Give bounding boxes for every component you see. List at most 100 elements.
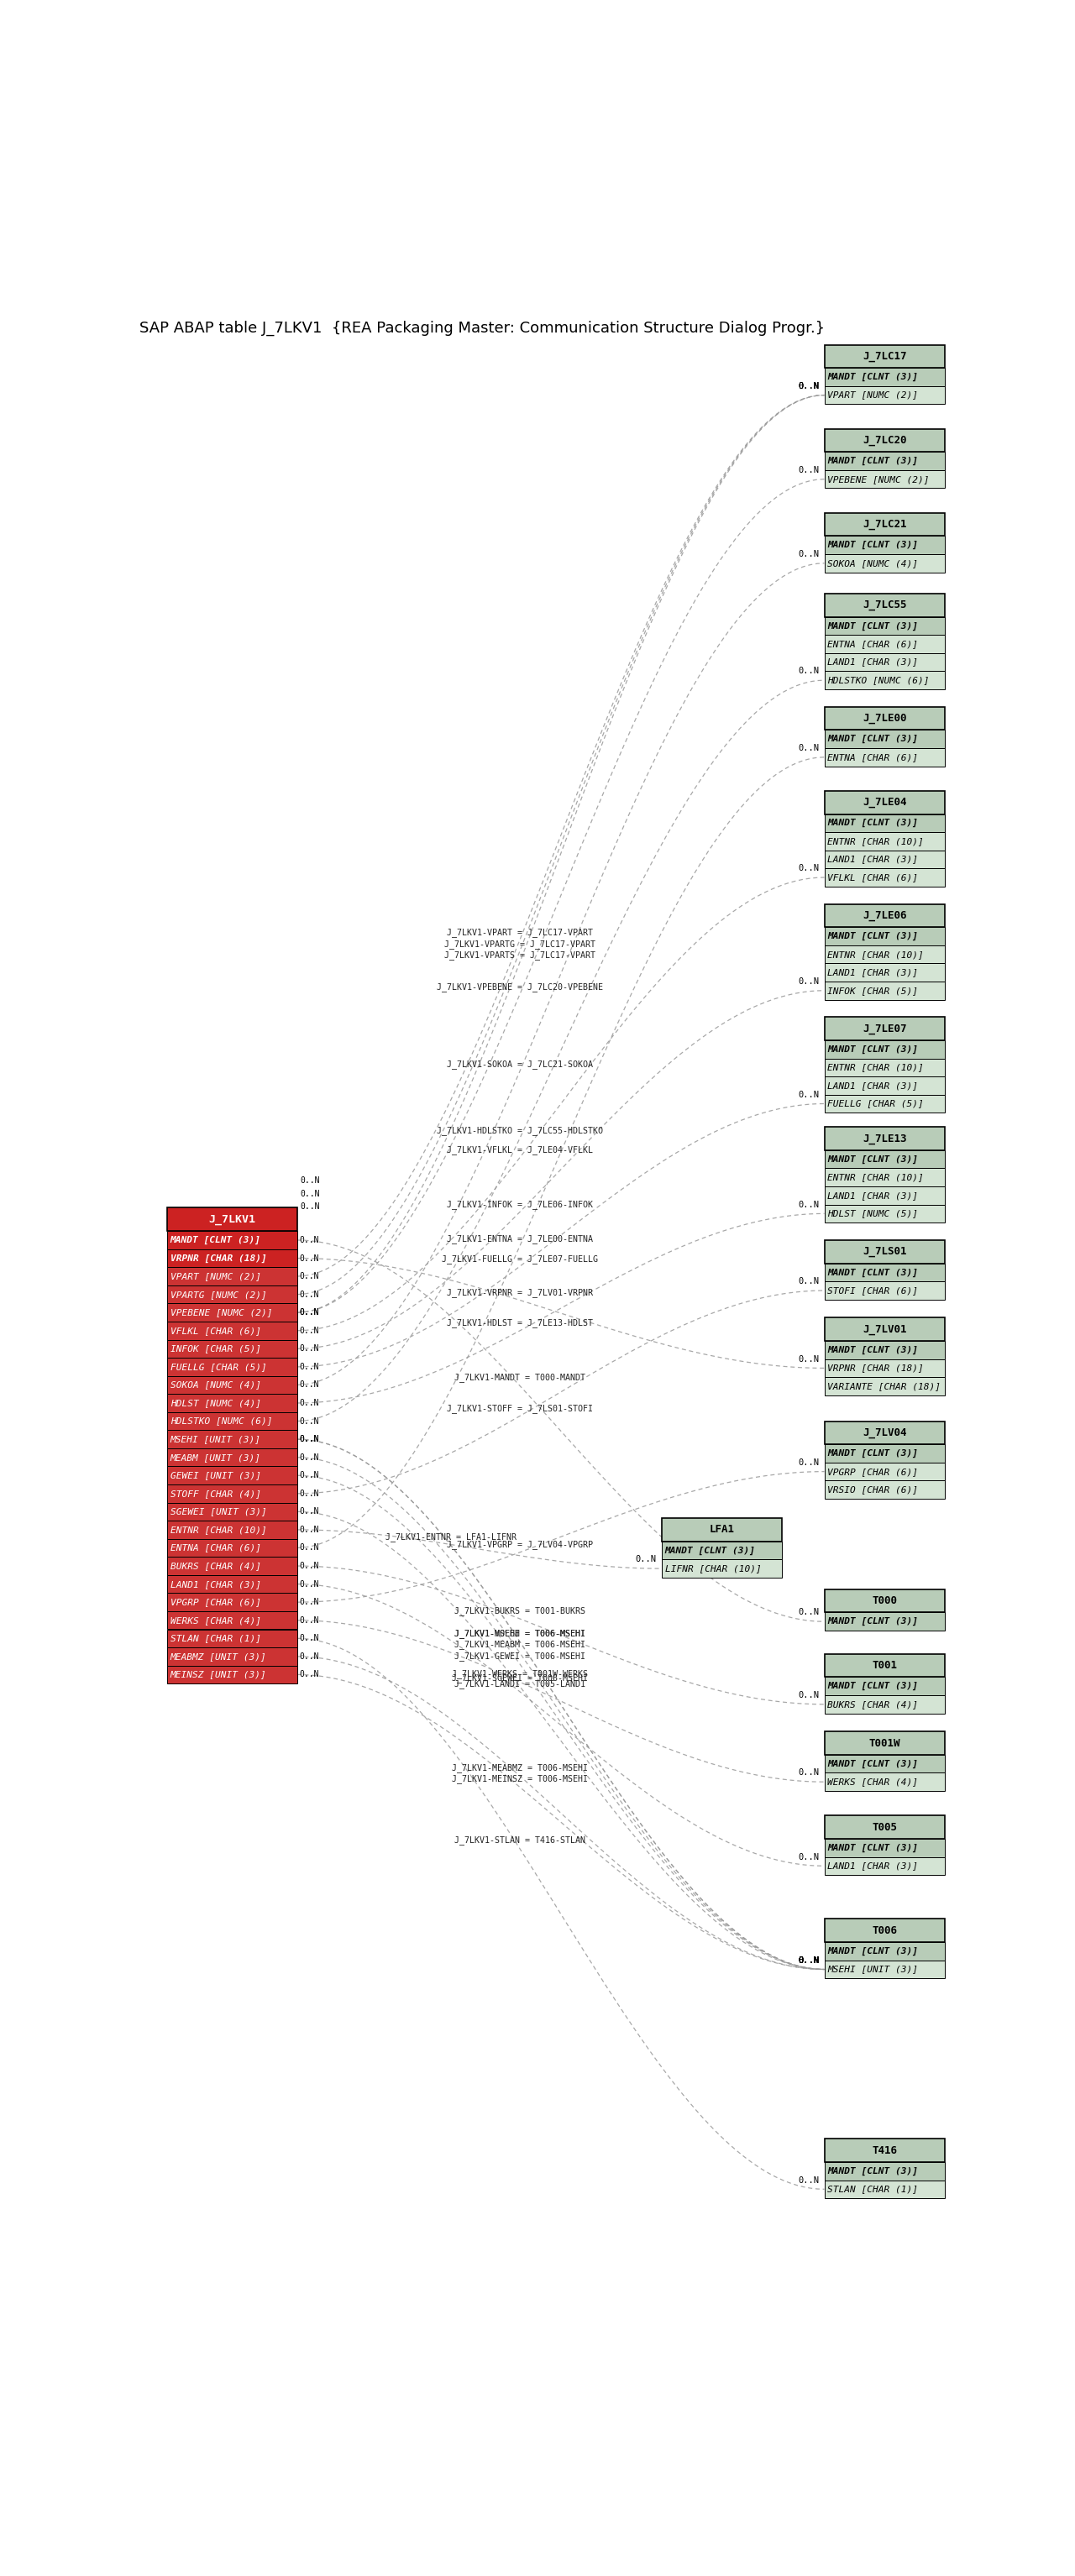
- Bar: [167, 1466, 297, 1484]
- Bar: [825, 927, 945, 945]
- Text: WERKS [CHAR (4)]: WERKS [CHAR (4)]: [170, 1615, 261, 1625]
- Text: 0..N: 0..N: [798, 1852, 819, 1860]
- Text: 0..N: 0..N: [798, 1278, 819, 1285]
- Bar: [825, 1942, 945, 1960]
- Bar: [825, 1018, 945, 1041]
- Text: J_7LS01: J_7LS01: [862, 1247, 906, 1257]
- Text: MANDT [CLNT (3)]: MANDT [CLNT (3)]: [828, 1618, 918, 1625]
- Bar: [167, 1628, 297, 1649]
- Text: J_7LKV1-VPARTG = J_7LC17-VPART: J_7LKV1-VPARTG = J_7LC17-VPART: [444, 940, 596, 948]
- Bar: [167, 1538, 297, 1556]
- Text: MANDT [CLNT (3)]: MANDT [CLNT (3)]: [828, 621, 918, 631]
- Text: J_7LV01: J_7LV01: [862, 1324, 906, 1334]
- Text: SOKOA [NUMC (4)]: SOKOA [NUMC (4)]: [170, 1381, 261, 1388]
- Text: WERKS [CHAR (4)]: WERKS [CHAR (4)]: [828, 1777, 918, 1785]
- Text: J_7LKV1-VPARTS = J_7LC17-VPART: J_7LKV1-VPARTS = J_7LC17-VPART: [444, 951, 596, 961]
- Text: J_7LKV1-FUELLG = J_7LE07-FUELLG: J_7LKV1-FUELLG = J_7LE07-FUELLG: [442, 1255, 598, 1262]
- Text: ENTNR [CHAR (10)]: ENTNR [CHAR (10)]: [828, 951, 923, 958]
- Text: T416: T416: [872, 2146, 898, 2156]
- Text: 0..N: 0..N: [798, 1090, 819, 1100]
- Bar: [825, 963, 945, 981]
- Text: J_7LKV1-VPEBENE = J_7LC20-VPEBENE: J_7LKV1-VPEBENE = J_7LC20-VPEBENE: [436, 981, 603, 992]
- Bar: [825, 654, 945, 672]
- Bar: [825, 513, 945, 536]
- Bar: [825, 616, 945, 634]
- Bar: [167, 1340, 297, 1358]
- Bar: [167, 1430, 297, 1448]
- Text: 0..N: 0..N: [798, 1955, 819, 1965]
- Bar: [661, 1558, 782, 1577]
- Text: 0..N: 0..N: [300, 1561, 319, 1571]
- Text: 0..N: 0..N: [798, 1458, 819, 1466]
- Text: MANDT [CLNT (3)]: MANDT [CLNT (3)]: [828, 819, 918, 827]
- Bar: [825, 945, 945, 963]
- Text: 0..N: 0..N: [300, 1345, 319, 1352]
- Bar: [825, 1188, 945, 1206]
- Text: J_7LE04: J_7LE04: [862, 796, 906, 809]
- Text: 0..N: 0..N: [798, 466, 819, 474]
- Bar: [661, 1517, 782, 1540]
- Text: ENTNR [CHAR (10)]: ENTNR [CHAR (10)]: [828, 1172, 923, 1182]
- Bar: [167, 1358, 297, 1376]
- Text: VRPNR [CHAR (18)]: VRPNR [CHAR (18)]: [170, 1255, 267, 1262]
- Bar: [825, 1754, 945, 1772]
- Text: J_7LKV1-VOLEH = T006-MSEHI: J_7LKV1-VOLEH = T006-MSEHI: [454, 1628, 585, 1638]
- Text: J_7LKV1-SGEWEI = T006-MSEHI: J_7LKV1-SGEWEI = T006-MSEHI: [452, 1674, 588, 1682]
- Text: MANDT [CLNT (3)]: MANDT [CLNT (3)]: [828, 1046, 918, 1054]
- Text: MANDT [CLNT (3)]: MANDT [CLNT (3)]: [828, 933, 918, 940]
- Text: HDLST [NUMC (5)]: HDLST [NUMC (5)]: [828, 1208, 918, 1218]
- Bar: [825, 1378, 945, 1396]
- Text: STOFI [CHAR (6)]: STOFI [CHAR (6)]: [828, 1285, 918, 1296]
- Text: J_7LC21: J_7LC21: [862, 518, 906, 531]
- Text: T000: T000: [872, 1595, 898, 1607]
- Text: 0..N: 0..N: [300, 1399, 319, 1406]
- Text: J_7LE13: J_7LE13: [862, 1133, 906, 1144]
- Text: HDLST [NUMC (4)]: HDLST [NUMC (4)]: [170, 1399, 261, 1406]
- Text: J_7LKV1-STLAN = T416-STLAN: J_7LKV1-STLAN = T416-STLAN: [454, 1837, 585, 1844]
- Bar: [167, 1592, 297, 1610]
- Text: MANDT [CLNT (3)]: MANDT [CLNT (3)]: [828, 1844, 918, 1852]
- Text: MANDT [CLNT (3)]: MANDT [CLNT (3)]: [828, 1267, 918, 1278]
- Bar: [825, 850, 945, 868]
- Text: HDLSTKO [NUMC (6)]: HDLSTKO [NUMC (6)]: [828, 675, 930, 685]
- Text: 0..N: 0..N: [798, 1200, 819, 1208]
- Text: 0..N: 0..N: [798, 667, 819, 675]
- Text: 0..N: 0..N: [798, 1955, 819, 1965]
- Bar: [825, 1041, 945, 1059]
- Text: LAND1 [CHAR (3)]: LAND1 [CHAR (3)]: [170, 1579, 261, 1589]
- Bar: [825, 1077, 945, 1095]
- Text: J_7LKV1-MEABM = T006-MSEHI: J_7LKV1-MEABM = T006-MSEHI: [454, 1641, 585, 1649]
- Text: LAND1 [CHAR (3)]: LAND1 [CHAR (3)]: [828, 855, 918, 863]
- Text: STLAN [CHAR (1)]: STLAN [CHAR (1)]: [170, 1633, 261, 1643]
- Text: 0..N: 0..N: [300, 1597, 319, 1607]
- Text: 0..N: 0..N: [798, 1955, 819, 1965]
- Text: 0..N: 0..N: [300, 1236, 319, 1244]
- Text: 0..N: 0..N: [300, 1543, 319, 1553]
- Text: VFLKL [CHAR (6)]: VFLKL [CHAR (6)]: [828, 873, 918, 881]
- Text: J_7LKV1-HDLST = J_7LE13-HDLST: J_7LKV1-HDLST = J_7LE13-HDLST: [446, 1319, 592, 1327]
- Text: J_7LKV1-SOKOA = J_7LC21-SOKOA: J_7LKV1-SOKOA = J_7LC21-SOKOA: [446, 1059, 592, 1069]
- Text: LAND1 [CHAR (3)]: LAND1 [CHAR (3)]: [828, 1190, 918, 1200]
- Text: MANDT [CLNT (3)]: MANDT [CLNT (3)]: [828, 541, 918, 549]
- Text: FUELLG [CHAR (5)]: FUELLG [CHAR (5)]: [828, 1100, 923, 1108]
- Text: 0..N: 0..N: [300, 1453, 319, 1461]
- Text: J_7LKV1-VRPNR = J_7LV01-VRPNR: J_7LKV1-VRPNR = J_7LV01-VRPNR: [446, 1288, 592, 1296]
- Text: 0..N: 0..N: [300, 1471, 319, 1479]
- Text: J_7LKV1-ENTNA = J_7LE00-ENTNA: J_7LKV1-ENTNA = J_7LE00-ENTNA: [446, 1234, 592, 1244]
- Bar: [825, 672, 945, 690]
- Text: LAND1 [CHAR (3)]: LAND1 [CHAR (3)]: [828, 969, 918, 976]
- Text: INFOK [CHAR (5)]: INFOK [CHAR (5)]: [828, 987, 918, 994]
- Text: 0..N: 0..N: [798, 549, 819, 559]
- Bar: [825, 1170, 945, 1188]
- Bar: [825, 1095, 945, 1113]
- Bar: [825, 1206, 945, 1224]
- Text: VARIANTE [CHAR (18)]: VARIANTE [CHAR (18)]: [828, 1381, 941, 1391]
- Text: MANDT [CLNT (3)]: MANDT [CLNT (3)]: [828, 2166, 918, 2174]
- Text: STLAN [CHAR (1)]: STLAN [CHAR (1)]: [828, 2184, 918, 2192]
- Text: LAND1 [CHAR (3)]: LAND1 [CHAR (3)]: [828, 657, 918, 667]
- Bar: [825, 1731, 945, 1754]
- Bar: [167, 1520, 297, 1538]
- Text: MANDT [CLNT (3)]: MANDT [CLNT (3)]: [828, 1450, 918, 1458]
- Bar: [825, 1481, 945, 1499]
- Bar: [825, 1262, 945, 1280]
